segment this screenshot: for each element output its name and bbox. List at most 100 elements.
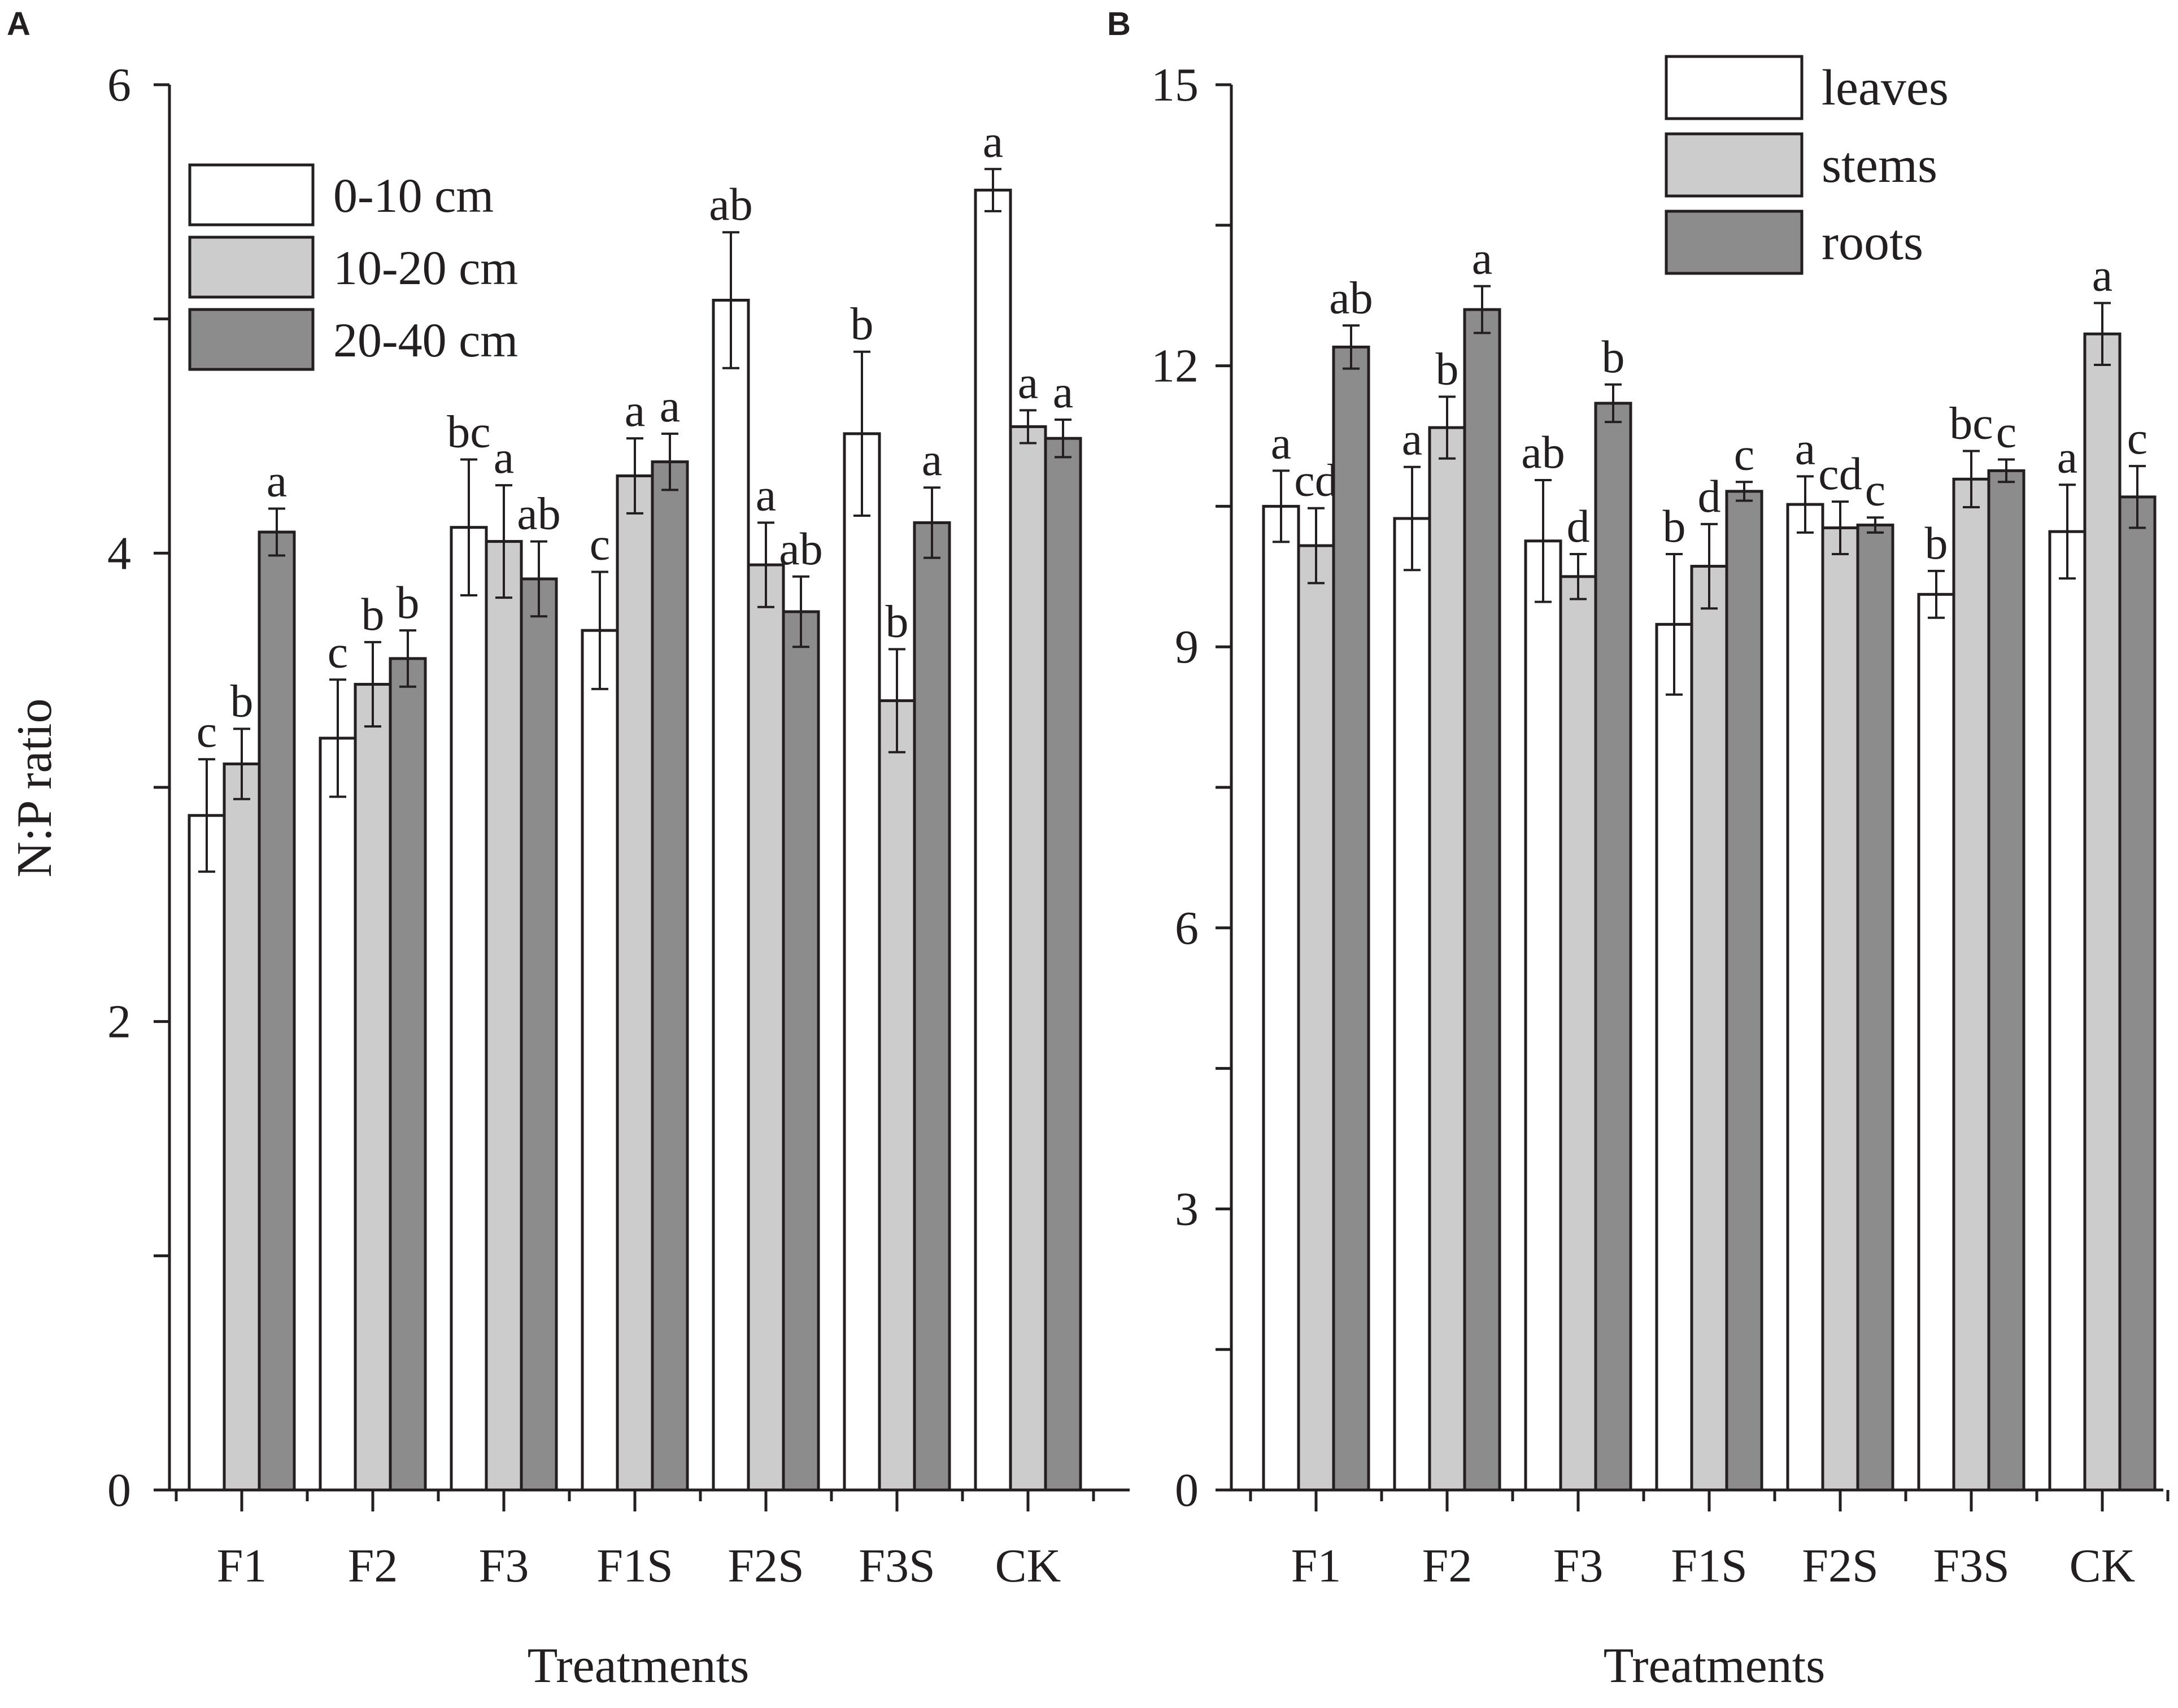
error-bar [1055,418,1071,459]
bar-f3s-20-40-cm [913,521,951,1492]
bar-f2s-leaves [1786,503,1824,1492]
x-tick-label: F2S [1802,1540,1878,1592]
significance-letter: c [197,705,217,757]
error-bar [1020,409,1036,445]
bar-f1s-leaves [1655,622,1693,1492]
legend: 0-10 cm 10-20 cm 20-40 cm [188,163,518,371]
significance-letter: a [267,455,287,507]
error-bar [268,507,285,557]
legend-label: roots [1822,215,1923,271]
bar-f2-stems [1428,426,1466,1492]
legend-swatch [188,308,315,371]
x-tick-label: CK [995,1540,1061,1592]
y-tick-label: 6 [107,59,131,111]
y-tick-label: 4 [107,527,131,580]
bar-f3s-10-20-cm [878,699,916,1492]
significance-letter: c [328,626,348,677]
bar-f3s-0-10-cm [843,432,881,1492]
bar-f3-roots [1594,402,1632,1492]
significance-letter: d [1567,500,1590,552]
significance-letter: a [1402,413,1422,465]
error-bar [591,570,608,690]
bar-ck-stems [2083,332,2122,1492]
legend: leaves stems roots [1665,55,1949,275]
error-bar [1666,552,1683,696]
significance-letter: a [660,380,680,432]
significance-letter: b [1602,331,1625,382]
error-bar [364,640,381,728]
error-bar [626,437,643,515]
bar-f2-roots [1463,308,1501,1492]
x-tick-label: F3 [479,1540,529,1592]
significance-letter: a [1053,366,1073,417]
bar-f2-20-40-cm [389,657,427,1492]
x-axis-title: Treatments [1604,1639,1826,1693]
bar-f1-leaves [1262,504,1300,1492]
significance-letter: a [756,469,776,520]
significance-letter: cd [1294,455,1338,506]
x-tick-label: F1S [596,1540,673,1592]
error-bar [2094,302,2111,366]
x-tick-label: F1S [1671,1540,1747,1592]
legend-label: stems [1822,137,1937,193]
y-tick-label: 2 [107,996,131,1048]
bar-f3s-stems [1952,477,1990,1492]
legend-swatch [188,236,315,299]
significance-letter: c [1996,406,2016,457]
bar-f1s-10-20-cm [616,474,654,1492]
x-tick-label: F1 [217,1540,267,1592]
significance-letter: b [361,589,385,640]
x-tick-label: F1 [1291,1540,1341,1592]
significance-letter: ab [1329,272,1373,323]
significance-letter: b [230,675,254,726]
error-bar [1736,481,1753,502]
error-bar [1570,552,1587,600]
significance-letter: a [2057,431,2077,482]
significance-letter: a [1271,417,1291,468]
significance-letter: b [1925,517,1948,569]
x-tick-label: F3S [859,1540,935,1592]
significance-letter: c [590,518,610,570]
error-bar [1439,395,1456,460]
bar-f2s-20-40-cm [782,610,820,1492]
x-tick-label: F2S [728,1540,804,1592]
bar-f1-roots [1332,345,1370,1492]
significance-letter: bc [447,406,490,457]
error-bar [757,521,774,608]
error-bar [924,486,940,559]
error-bar [888,648,905,753]
significance-letter: a [922,434,942,485]
x-axis-title: Treatments [528,1639,750,1693]
bar-f1s-20-40-cm [651,460,689,1492]
error-bar [198,758,215,873]
significance-letter: ab [779,523,822,574]
error-bar [495,484,512,599]
legend-swatch [1665,132,1804,198]
significance-letter: ab [709,178,752,230]
bar-f3-10-20-cm [485,540,523,1492]
bar-ck-20-40-cm [1044,437,1082,1492]
bar-f2s-roots [1856,524,1894,1492]
significance-letter: ab [517,488,560,539]
y-tick-label: 3 [1175,1183,1199,1235]
significance-letter: b [1436,343,1459,394]
bar-f3s-roots [1987,469,2025,1492]
error-bar [1797,475,1814,534]
x-tick-label: F3S [1933,1540,2009,1592]
panel-letter: A [7,6,31,42]
legend-swatch [188,163,315,226]
error-bar [1535,478,1552,603]
legend-label: 0-10 cm [333,168,494,223]
error-bar [722,231,739,369]
y-tick-label: 6 [1175,902,1199,955]
legend-swatch [1665,210,1804,275]
significance-letter: c [1734,428,1754,480]
bar-f1-stems [1297,544,1335,1492]
error-bar [1963,450,1980,509]
significance-letter: b [397,577,420,628]
error-bar [1273,469,1290,543]
error-bar [1404,465,1421,572]
